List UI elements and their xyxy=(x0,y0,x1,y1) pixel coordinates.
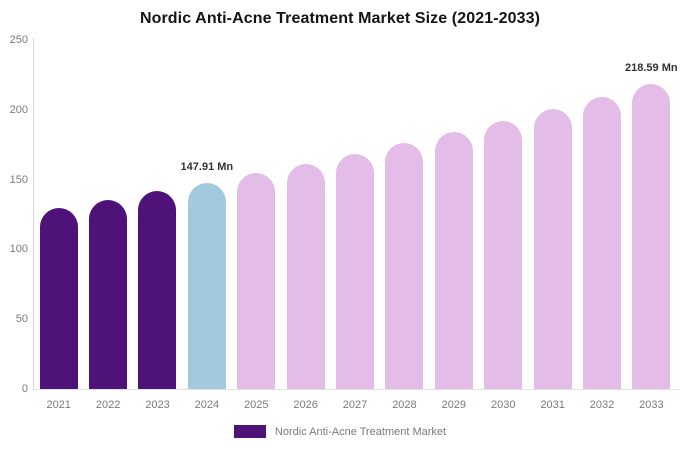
y-tick-50: 50 xyxy=(15,313,28,326)
bar-slot-2025 xyxy=(232,40,281,389)
bar-slot-2022 xyxy=(83,40,132,389)
chart-title: Nordic Anti-Acne Treatment Market Size (… xyxy=(139,10,541,27)
bar-slot-2026 xyxy=(281,40,330,389)
bar-2033[interactable] xyxy=(632,83,671,389)
bar-2024[interactable] xyxy=(187,182,226,389)
y-axis-line xyxy=(33,38,34,389)
bar-slot-2030 xyxy=(479,40,528,389)
x-label-2032: 2032 xyxy=(589,399,615,411)
legend-label[interactable]: Nordic Anti-Acne Treatment Market xyxy=(274,425,447,438)
bar-2021[interactable] xyxy=(39,207,78,389)
bar-2031[interactable] xyxy=(533,109,572,389)
x-label-2023: 2023 xyxy=(145,399,170,411)
x-label-2026: 2026 xyxy=(293,399,318,411)
bar-slot-2028 xyxy=(380,40,429,389)
y-tick-150: 150 xyxy=(9,173,28,186)
bar-2028[interactable] xyxy=(385,143,424,389)
x-label-2022: 2022 xyxy=(95,399,121,411)
y-tick-0: 0 xyxy=(21,383,28,395)
plot-area xyxy=(34,40,676,389)
value-label-2024: 147.91 Mn xyxy=(180,160,234,173)
bar-2027[interactable] xyxy=(336,153,375,389)
x-label-2021: 2021 xyxy=(46,399,71,411)
bar-2032[interactable] xyxy=(582,96,621,389)
value-label-2033: 218.59 Mn xyxy=(625,61,678,74)
y-tick-250: 250 xyxy=(9,34,28,46)
bar-2030[interactable] xyxy=(484,121,523,389)
y-tick-100: 100 xyxy=(9,243,28,256)
legend-swatch[interactable] xyxy=(233,425,266,438)
bar-2023[interactable] xyxy=(138,191,177,389)
x-axis-baseline xyxy=(33,389,680,390)
x-label-2028: 2028 xyxy=(392,399,417,411)
x-label-2030: 2030 xyxy=(490,399,516,411)
legend: Nordic Anti-Acne Treatment Market xyxy=(0,425,680,438)
y-tick-200: 200 xyxy=(9,103,28,116)
bar-2029[interactable] xyxy=(434,132,473,389)
bar-slot-2024 xyxy=(182,40,231,389)
x-label-2031: 2031 xyxy=(540,399,565,411)
bar-slot-2029 xyxy=(429,40,478,389)
x-label-2027: 2027 xyxy=(342,399,368,411)
x-label-2024: 2024 xyxy=(194,399,220,411)
bar-slot-2032 xyxy=(577,40,626,389)
bar-slot-2031 xyxy=(528,40,577,389)
x-axis-labels: 2021 2022 2023 2024 2025 2026 2027 2028 2029 2030… xyxy=(34,398,676,412)
bar-slot-2033 xyxy=(627,40,676,389)
bar-slot-2023 xyxy=(133,40,182,389)
bar-slot-2027 xyxy=(330,40,379,389)
bar-2025[interactable] xyxy=(237,173,276,389)
x-label-2029: 2029 xyxy=(441,399,467,411)
x-label-2033: 2033 xyxy=(639,399,664,411)
bar-slot-2021 xyxy=(34,40,83,389)
bar-2022[interactable] xyxy=(89,199,128,389)
x-label-2025: 2025 xyxy=(244,399,269,411)
bar-2026[interactable] xyxy=(286,163,325,389)
